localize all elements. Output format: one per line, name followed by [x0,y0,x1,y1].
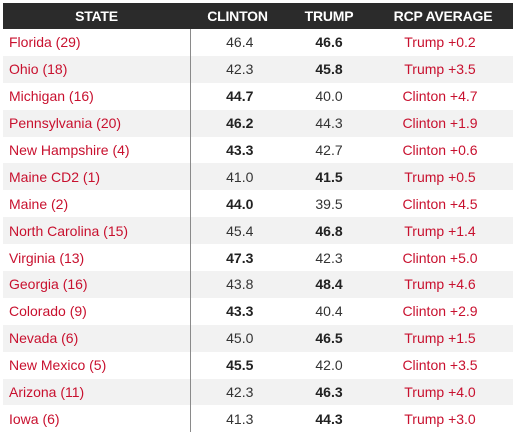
table-row: Colorado (9) 43.3 40.4 Clinton +2.9 [3,297,513,325]
trump-value-cell: 46.6 [285,29,373,56]
trump-value-cell: 44.3 [285,109,373,137]
state-name-cell: Florida (29) [3,29,191,56]
rcp-average-cell: Trump +0.5 [373,163,513,191]
table-row: New Mexico (5) 45.5 42.0 Clinton +3.5 [3,351,513,379]
rcp-average-cell: Trump +4.0 [373,378,513,406]
clinton-value-cell: 43.3 [190,136,285,164]
clinton-value-cell: 42.3 [190,55,285,83]
table-row: Virginia (13) 47.3 42.3 Clinton +5.0 [3,244,513,272]
table-row: New Hampshire (4) 43.3 42.7 Clinton +0.6 [3,136,513,164]
trump-value-cell: 45.8 [285,55,373,83]
trump-value-cell: 46.5 [285,324,373,352]
rcp-average-cell: Clinton +5.0 [373,244,513,272]
rcp-average-cell: Clinton +1.9 [373,109,513,137]
clinton-value-cell: 46.2 [190,109,285,137]
table-row: Nevada (6) 45.0 46.5 Trump +1.5 [3,324,513,352]
clinton-value-cell: 46.4 [190,29,285,56]
trump-value-cell: 42.0 [285,351,373,379]
rcp-average-cell: Trump +0.2 [373,29,513,56]
table-row: Ohio (18) 42.3 45.8 Trump +3.5 [3,55,513,83]
rcp-average-cell: Clinton +4.5 [373,190,513,218]
header-row: STATE CLINTON TRUMP RCP AVERAGE [3,3,513,29]
clinton-value-cell: 45.4 [190,217,285,245]
rcp-average-cell: Clinton +4.7 [373,82,513,110]
trump-value-cell: 40.4 [285,297,373,325]
polling-table: STATE CLINTON TRUMP RCP AVERAGE Florida … [3,3,513,433]
clinton-value-cell: 44.0 [190,190,285,218]
rcp-average-cell: Trump +3.0 [373,405,513,433]
state-name-cell: New Hampshire (4) [3,136,191,164]
state-name-cell: Colorado (9) [3,297,191,325]
rcp-average-cell: Trump +3.5 [373,55,513,83]
state-name-cell: Georgia (16) [3,271,191,298]
table-row: Michigan (16) 44.7 40.0 Clinton +4.7 [3,82,513,110]
rcp-average-cell: Clinton +0.6 [373,136,513,164]
clinton-value-cell: 42.3 [190,378,285,406]
trump-value-cell: 39.5 [285,190,373,218]
state-name-cell: Maine (2) [3,190,191,218]
trump-value-cell: 44.3 [285,405,373,433]
state-name-cell: Iowa (6) [3,405,191,433]
trump-value-cell: 46.3 [285,378,373,406]
state-name-cell: Pennsylvania (20) [3,109,191,137]
table-body: Florida (29) 46.4 46.6 Trump +0.2 Ohio (18) 4… [3,29,513,433]
state-name-cell: Nevada (6) [3,324,191,352]
header-state: STATE [3,3,190,29]
table-row: Georgia (16) 43.8 48.4 Trump +4.6 [3,271,513,298]
trump-value-cell: 41.5 [285,163,373,191]
state-name-cell: New Mexico (5) [3,351,191,379]
table-row: Iowa (6) 41.3 44.3 Trump +3.0 [3,405,513,433]
trump-value-cell: 48.4 [285,271,373,298]
rcp-average-cell: Trump +1.4 [373,217,513,245]
trump-value-cell: 46.8 [285,217,373,245]
rcp-average-cell: Trump +4.6 [373,271,513,298]
table-row: Pennsylvania (20) 46.2 44.3 Clinton +1.9 [3,109,513,137]
header-trump: TRUMP [285,3,373,29]
table-row: Maine CD2 (1) 41.0 41.5 Trump +0.5 [3,163,513,191]
state-name-cell: North Carolina (15) [3,217,191,245]
table-row: North Carolina (15) 45.4 46.8 Trump +1.4 [3,217,513,245]
header-clinton: CLINTON [190,3,285,29]
trump-value-cell: 40.0 [285,82,373,110]
clinton-value-cell: 45.0 [190,324,285,352]
clinton-value-cell: 43.8 [190,271,285,298]
table-row: Florida (29) 46.4 46.6 Trump +0.2 [3,29,513,56]
table-row: Arizona (11) 42.3 46.3 Trump +4.0 [3,378,513,406]
clinton-value-cell: 47.3 [190,244,285,272]
state-name-cell: Michigan (16) [3,82,191,110]
trump-value-cell: 42.7 [285,136,373,164]
rcp-average-cell: Clinton +3.5 [373,351,513,379]
table-row: Maine (2) 44.0 39.5 Clinton +4.5 [3,190,513,218]
header-rcp-average: RCP AVERAGE [373,3,513,29]
state-name-cell: Maine CD2 (1) [3,163,191,191]
rcp-average-cell: Clinton +2.9 [373,297,513,325]
clinton-value-cell: 45.5 [190,351,285,379]
trump-value-cell: 42.3 [285,244,373,272]
state-name-cell: Ohio (18) [3,55,191,83]
clinton-value-cell: 41.3 [190,405,285,433]
state-name-cell: Arizona (11) [3,378,191,406]
clinton-value-cell: 44.7 [190,82,285,110]
state-name-cell: Virginia (13) [3,244,191,272]
clinton-value-cell: 41.0 [190,163,285,191]
rcp-average-cell: Trump +1.5 [373,324,513,352]
clinton-value-cell: 43.3 [190,297,285,325]
